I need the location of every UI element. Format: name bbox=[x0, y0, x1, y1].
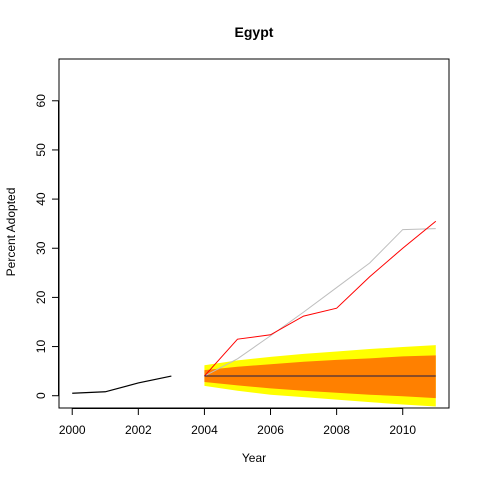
band-inner bbox=[204, 355, 436, 399]
x-tick-label: 2008 bbox=[323, 423, 350, 437]
y-axis-label: Percent Adopted bbox=[4, 188, 18, 277]
chart-title: Egypt bbox=[235, 24, 274, 40]
y-tick-label: 40 bbox=[34, 192, 48, 206]
series-reference-line bbox=[204, 228, 436, 377]
plot-area: 2000 2002 2004 2006 2008 2010 0 10 20 30 40 50 60 bbox=[34, 58, 450, 437]
x-tick-label: 2006 bbox=[257, 423, 284, 437]
y-tick-label: 10 bbox=[34, 340, 48, 354]
y-tick-label: 60 bbox=[34, 94, 48, 108]
x-tick-label: 2004 bbox=[191, 423, 218, 437]
x-axis-label: Year bbox=[242, 451, 266, 465]
series-history-line bbox=[72, 375, 172, 394]
y-tick-label: 20 bbox=[34, 290, 48, 304]
y-tick-label: 50 bbox=[34, 143, 48, 157]
x-tick-label: 2010 bbox=[389, 423, 416, 437]
x-tick-label: 2000 bbox=[59, 423, 86, 437]
y-tick-label: 0 bbox=[34, 392, 48, 399]
y-tick-label: 30 bbox=[34, 241, 48, 255]
x-tick-label: 2002 bbox=[125, 423, 152, 437]
series-actual-line bbox=[204, 220, 437, 377]
